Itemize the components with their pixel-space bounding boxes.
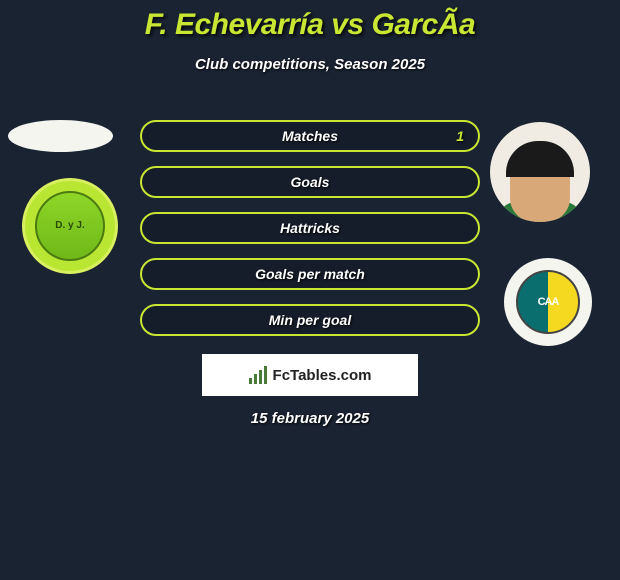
stat-row-goals-per-match: Goals per match (140, 258, 480, 290)
stat-label: Goals per match (255, 266, 365, 282)
stats-list: Matches 1 Goals Hattricks Goals per matc… (140, 120, 480, 350)
stat-value-right: 1 (456, 128, 464, 144)
player-right-face (510, 147, 570, 222)
page-title: F. Echevarría vs GarcÃ­a (0, 0, 620, 42)
stat-label: Hattricks (280, 220, 340, 236)
player-right-hair (506, 141, 574, 177)
club-right-badge-text: CAA (516, 270, 580, 334)
stat-label: Min per goal (269, 312, 351, 328)
player-right-avatar (490, 122, 590, 222)
stat-row-min-per-goal: Min per goal (140, 304, 480, 336)
stat-row-goals: Goals (140, 166, 480, 198)
page-subtitle: Club competitions, Season 2025 (0, 56, 620, 73)
club-left-badge-text: D. y J. (35, 191, 105, 261)
branding-label: FcTables.com (273, 367, 372, 384)
chart-bars-icon (249, 366, 267, 384)
stat-row-hattricks: Hattricks (140, 212, 480, 244)
club-left-badge: D. y J. (22, 178, 118, 274)
player-left-avatar (8, 120, 113, 152)
footer-date: 15 february 2025 (0, 410, 620, 427)
stat-label: Goals (291, 174, 330, 190)
stat-label: Matches (282, 128, 338, 144)
stat-row-matches: Matches 1 (140, 120, 480, 152)
branding-box: FcTables.com (202, 354, 418, 396)
club-right-badge: CAA (504, 258, 592, 346)
